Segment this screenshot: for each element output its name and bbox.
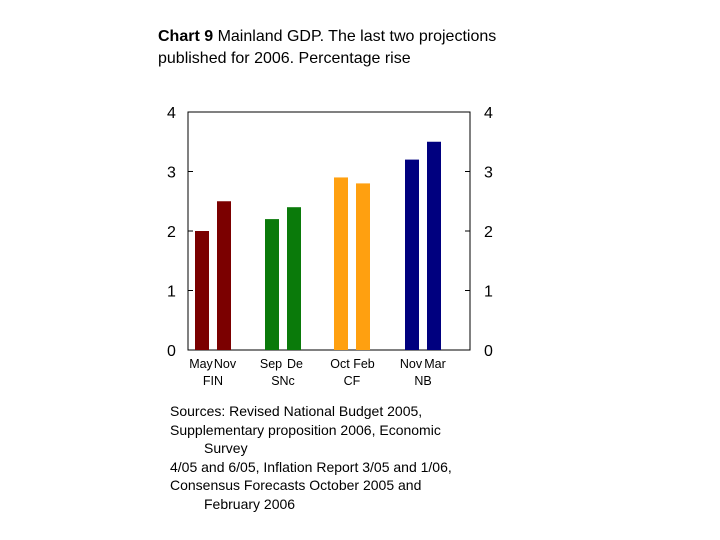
y-tick-label-left: 3	[167, 165, 176, 182]
x-group-label: SNc	[271, 374, 295, 388]
y-tick-label-right: 0	[484, 343, 493, 360]
x-tick-label: Feb	[353, 357, 375, 371]
y-tick-label-right: 2	[484, 224, 493, 241]
bars	[195, 141, 441, 350]
x-group-label: CF	[344, 374, 361, 388]
sources-line: 4/05 and 6/05, Inflation Report 3/05 and…	[170, 458, 452, 475]
bar	[356, 183, 370, 350]
bar	[427, 141, 441, 350]
bar	[405, 159, 419, 350]
y-tick-label-left: 1	[167, 284, 176, 301]
chart-title: Chart 9 Mainland GDP. The last two proje…	[158, 26, 518, 70]
bar	[217, 201, 231, 350]
y-tick-label-right: 1	[484, 284, 493, 301]
x-tick-label: Sep	[260, 357, 282, 371]
sources-line: Supplementary proposition 2006, Economic	[170, 421, 441, 438]
sources-line: Sources: Revised National Budget 2005,	[170, 403, 423, 419]
chart-number: Chart 9	[158, 28, 214, 45]
x-tick-label: Nov	[214, 357, 237, 371]
sources-note: Sources: Revised National Budget 2005, S…	[170, 402, 570, 513]
y-tick-label-right: 3	[484, 165, 493, 182]
x-tick-label: Mar	[424, 357, 446, 371]
y-tick-label-left: 0	[167, 343, 176, 360]
sources-line: Consensus Forecasts October 2005 and	[170, 477, 422, 493]
bar	[195, 231, 209, 350]
x-tick-label: De	[287, 357, 303, 371]
y-tick-label-right: 4	[484, 105, 493, 122]
x-tick-label: Nov	[400, 357, 423, 371]
x-tick-label: Oct	[330, 357, 350, 371]
axes	[187, 111, 471, 351]
y-tick-label-left: 4	[167, 105, 176, 122]
sources-line: February 2006	[204, 495, 296, 512]
bar	[287, 207, 301, 350]
y-tick-label-left: 2	[167, 224, 176, 241]
x-group-label: NB	[414, 374, 431, 388]
bar	[265, 219, 279, 350]
sources-line: Survey	[204, 440, 248, 456]
chart-title-text: Mainland GDP. The last two projections p…	[158, 28, 497, 67]
x-tick-label: May	[189, 357, 213, 371]
bar	[334, 177, 348, 350]
x-group-label: FIN	[203, 374, 223, 388]
